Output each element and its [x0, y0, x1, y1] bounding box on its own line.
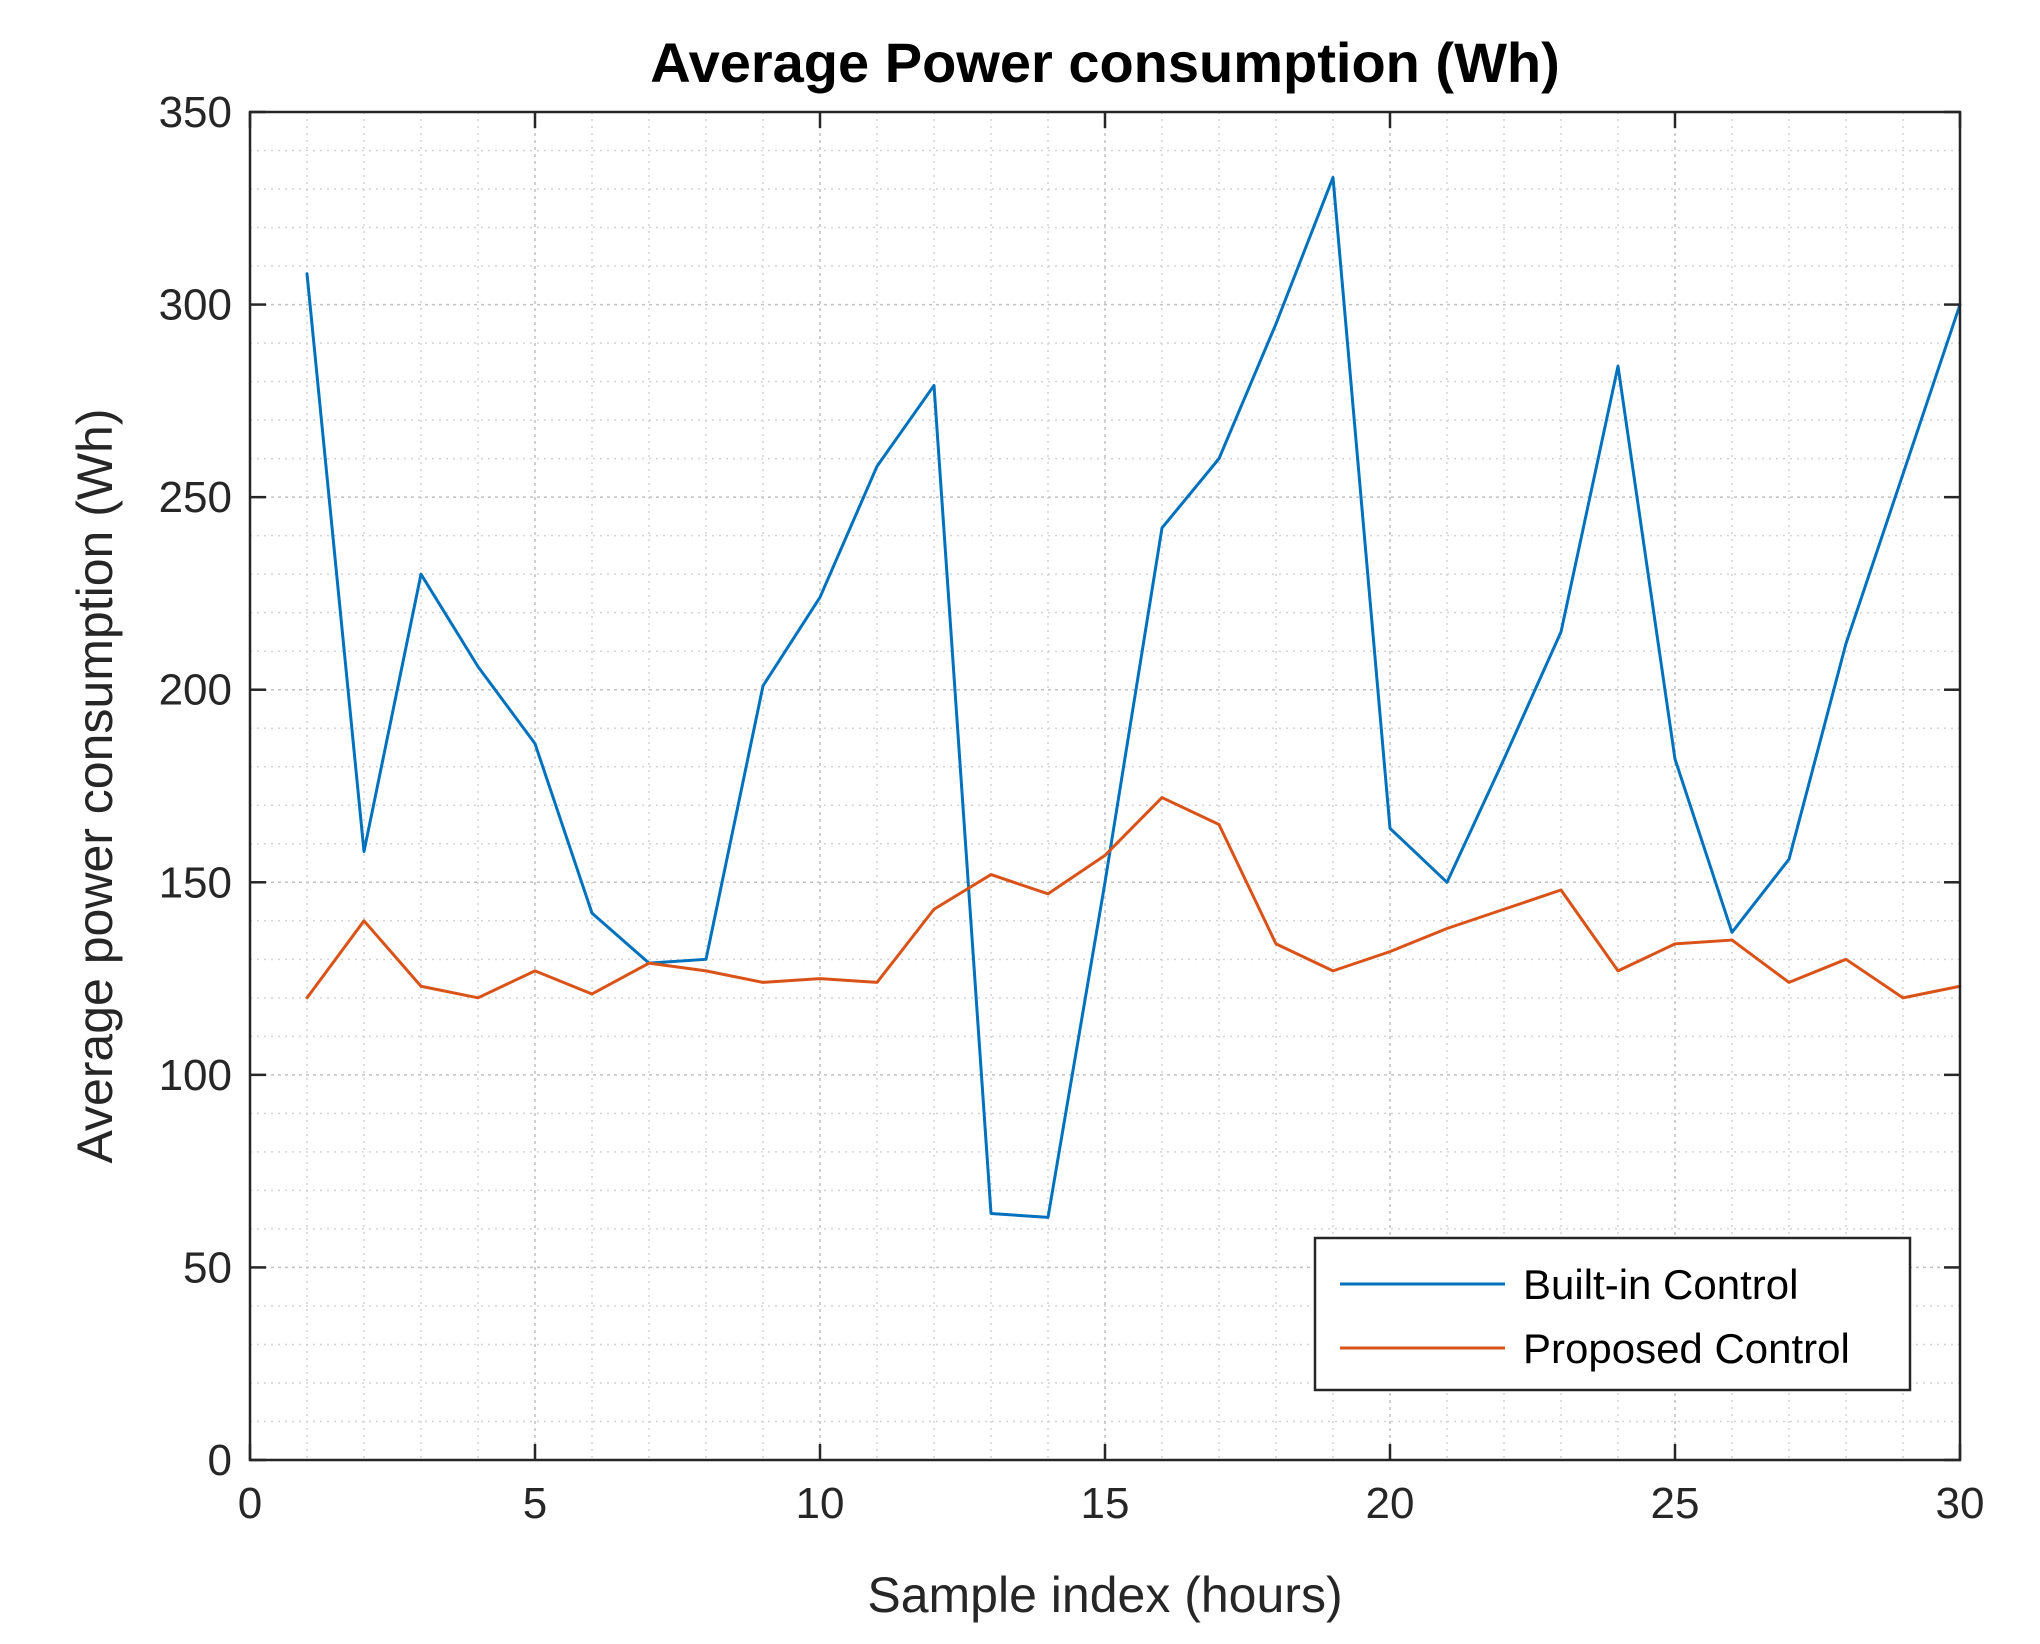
x-tick-label: 25 [1651, 1479, 1700, 1528]
y-tick-label: 150 [159, 858, 232, 907]
legend-label-built-in-control: Built-in Control [1523, 1261, 1798, 1308]
series-line-built-in-control [305, 175, 1962, 1219]
legend-label-proposed-control: Proposed Control [1523, 1325, 1850, 1372]
y-tick-label: 350 [159, 88, 232, 137]
y-tick-label: 300 [159, 281, 232, 330]
x-tick-label: 5 [523, 1479, 547, 1528]
x-tick-label: 10 [796, 1479, 845, 1528]
chart-title: Average Power consumption (Wh) [650, 31, 1560, 94]
x-tick-label: 30 [1936, 1479, 1985, 1528]
legend-box [1313, 1236, 1912, 1392]
series-line-proposed-control [305, 796, 1962, 1000]
ticks [248, 110, 1962, 1462]
y-tick-label: 200 [159, 666, 232, 715]
y-tick-label: 250 [159, 473, 232, 522]
y-tick-label: 50 [183, 1243, 232, 1292]
x-tick-label: 0 [238, 1479, 262, 1528]
y-tick-label: 0 [208, 1436, 232, 1485]
legend: Built-in Control Proposed Control [1313, 1236, 1912, 1392]
x-tick-labels: 0 5 10 15 20 25 30 [238, 1479, 1985, 1528]
y-axis-label: Average power consumption (Wh) [67, 409, 123, 1164]
x-tick-label: 15 [1081, 1479, 1130, 1528]
y-tick-labels: 0 50 100 150 200 250 300 350 [159, 88, 232, 1485]
x-tick-label: 20 [1366, 1479, 1415, 1528]
series-layer [305, 175, 1962, 1219]
y-tick-label: 100 [159, 1051, 232, 1100]
x-axis-label: Sample index (hours) [867, 1567, 1342, 1623]
